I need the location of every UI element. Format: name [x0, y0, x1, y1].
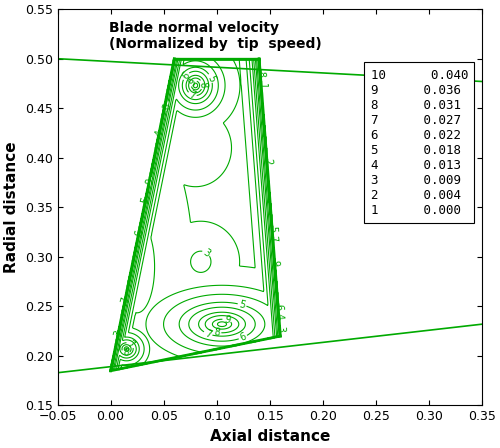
- Text: 8: 8: [255, 70, 266, 77]
- Text: 6: 6: [180, 70, 192, 82]
- Text: 4: 4: [154, 129, 164, 138]
- Text: 8: 8: [213, 327, 220, 338]
- Text: 6: 6: [133, 229, 144, 237]
- Text: 4: 4: [274, 313, 284, 320]
- Text: 9: 9: [187, 77, 198, 88]
- Text: 5: 5: [140, 195, 151, 204]
- Text: 6: 6: [238, 332, 248, 343]
- Text: 7: 7: [120, 295, 131, 304]
- Text: 3: 3: [112, 329, 124, 337]
- Text: 2: 2: [262, 158, 273, 165]
- Text: 9: 9: [222, 314, 231, 326]
- X-axis label: Axial distance: Axial distance: [210, 429, 330, 444]
- Y-axis label: Radial distance: Radial distance: [4, 142, 19, 273]
- Text: 8: 8: [162, 102, 172, 110]
- Text: 3: 3: [201, 247, 211, 259]
- Text: 5: 5: [267, 226, 278, 233]
- Text: 7: 7: [268, 235, 278, 242]
- Text: 10      0.040
9      0.036
8      0.031
7      0.027
6      0.022
5      0.018
4: 10 0.040 9 0.036 8 0.031 7 0.027 6 0.022…: [370, 69, 468, 216]
- Text: 8: 8: [122, 348, 130, 358]
- Text: 9: 9: [145, 177, 156, 185]
- Text: 1: 1: [256, 83, 266, 89]
- Text: 3: 3: [275, 326, 285, 332]
- Text: 5: 5: [205, 73, 217, 83]
- Text: 8: 8: [197, 81, 207, 88]
- Text: 7: 7: [204, 328, 212, 340]
- Text: 6: 6: [273, 304, 283, 310]
- Text: Blade normal velocity
(Normalized by  tip  speed): Blade normal velocity (Normalized by tip…: [108, 21, 322, 52]
- Text: 7: 7: [125, 338, 136, 350]
- Text: 9: 9: [270, 259, 280, 266]
- Text: 7: 7: [188, 89, 197, 101]
- Text: 5: 5: [238, 299, 246, 310]
